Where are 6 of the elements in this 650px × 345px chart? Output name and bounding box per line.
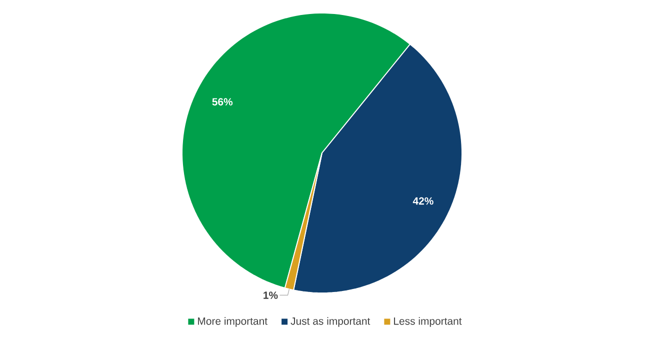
legend-label: Less important bbox=[394, 317, 462, 327]
data-label: 42% bbox=[412, 197, 434, 205]
data-label: 1% bbox=[264, 292, 278, 299]
legend-label: More important bbox=[198, 317, 268, 327]
data-label: 56% bbox=[212, 98, 233, 106]
legend-label: Just as important bbox=[290, 317, 370, 327]
